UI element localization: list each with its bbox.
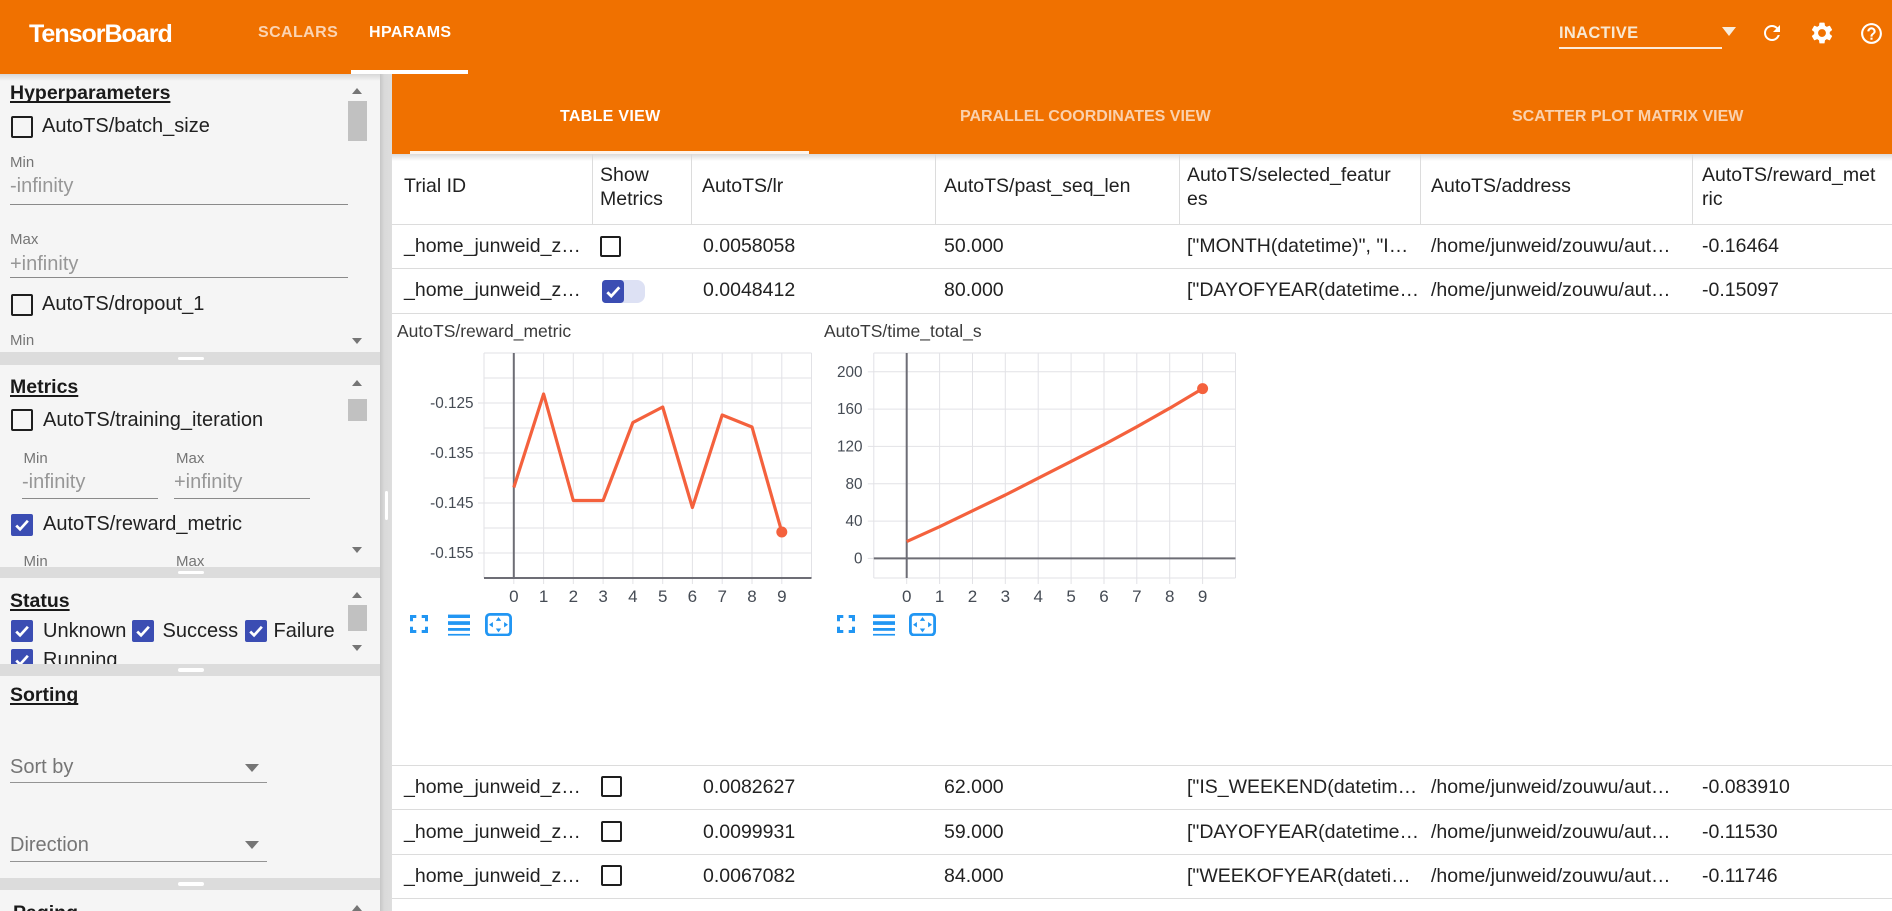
svg-text:9: 9	[1198, 587, 1207, 606]
svg-text:120: 120	[837, 438, 863, 455]
svg-text:5: 5	[1066, 587, 1075, 606]
svg-text:160: 160	[837, 401, 863, 418]
svg-text:4: 4	[1033, 587, 1042, 606]
svg-text:-0.155: -0.155	[430, 545, 473, 562]
svg-text:1: 1	[935, 587, 944, 606]
svg-text:2: 2	[569, 587, 578, 606]
svg-text:0: 0	[509, 587, 518, 606]
svg-text:-0.145: -0.145	[430, 495, 473, 512]
svg-text:3: 3	[598, 587, 607, 606]
svg-text:9: 9	[777, 587, 786, 606]
svg-text:0: 0	[902, 587, 911, 606]
svg-text:6: 6	[688, 587, 697, 606]
svg-text:4: 4	[628, 587, 637, 606]
svg-text:8: 8	[747, 587, 756, 606]
svg-text:7: 7	[717, 587, 726, 606]
svg-text:80: 80	[845, 476, 862, 493]
svg-text:5: 5	[658, 587, 667, 606]
svg-text:0: 0	[854, 550, 863, 567]
svg-text:6: 6	[1099, 587, 1108, 606]
svg-text:2: 2	[968, 587, 977, 606]
svg-text:8: 8	[1165, 587, 1174, 606]
svg-text:40: 40	[845, 513, 862, 530]
svg-text:-0.135: -0.135	[430, 445, 473, 462]
svg-text:200: 200	[837, 364, 863, 381]
svg-text:7: 7	[1132, 587, 1141, 606]
svg-text:-0.125: -0.125	[430, 395, 473, 412]
svg-text:1: 1	[539, 587, 548, 606]
svg-text:3: 3	[1001, 587, 1010, 606]
